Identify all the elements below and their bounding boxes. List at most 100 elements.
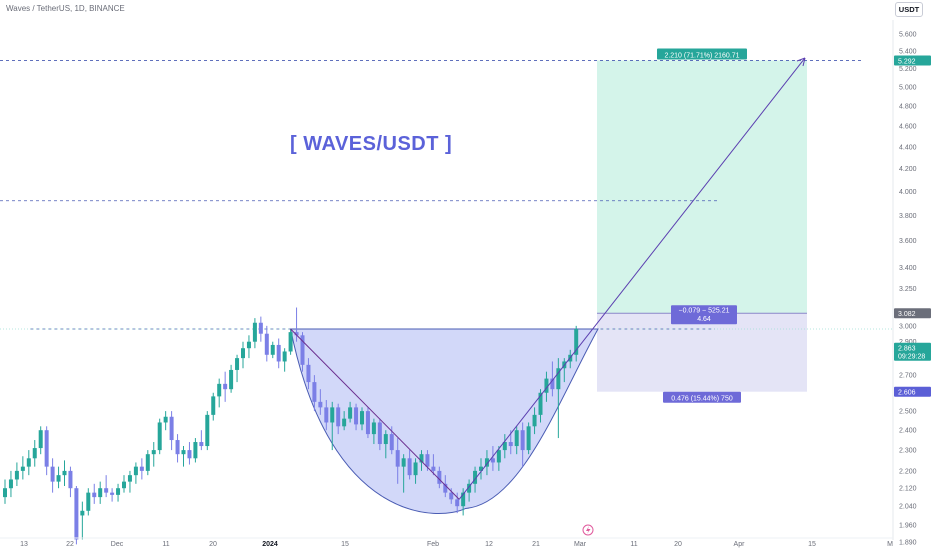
candle-body (484, 458, 489, 467)
price-tick-label: 2.200 (899, 468, 917, 475)
price-tick-label: 5.600 (899, 32, 917, 39)
candle-body (205, 414, 210, 447)
candle-body (217, 383, 222, 397)
currency-button[interactable]: USDT (895, 2, 923, 17)
chart-annotation-title: [ WAVES/USDT ] (290, 133, 453, 155)
price-tick-label: 1.960 (899, 522, 917, 529)
candle-body (157, 422, 162, 451)
candle-body (235, 358, 240, 370)
candle-body (252, 322, 257, 342)
candle-body (383, 434, 388, 445)
price-tick-label: 2.900 (899, 339, 917, 346)
time-tick-label: 11 (162, 541, 169, 548)
candle-body (336, 407, 341, 427)
candle-body (104, 488, 109, 493)
candle-body (479, 466, 483, 471)
candle-body (365, 411, 370, 435)
candle-body (318, 401, 323, 408)
time-tick-label: Apr (734, 541, 746, 548)
target-label: 2.210 (71.71%) 2160.71 (664, 52, 739, 59)
candle-body (264, 333, 269, 355)
candle-body (371, 422, 376, 435)
price-badge: 2.863 (898, 346, 916, 353)
candle-body (62, 470, 67, 476)
time-tick-label: 15 (341, 541, 349, 548)
price-badge: 2.606 (898, 390, 916, 397)
time-tick-label: Dec (111, 541, 124, 548)
time-tick-label: 22 (66, 541, 74, 548)
lightning-icon (586, 526, 591, 534)
time-tick-label: Mar (574, 541, 587, 548)
candle-body (3, 488, 7, 498)
candle-body (544, 378, 549, 393)
price-badge-bg (894, 308, 931, 319)
candle-body (455, 499, 460, 507)
time-tick-label: 12 (485, 541, 493, 548)
candle-body (300, 335, 305, 365)
profit-zone (597, 60, 807, 314)
candle-body (145, 454, 150, 471)
candle-body (258, 322, 263, 334)
cup-pattern (289, 328, 599, 515)
candle-body (223, 383, 228, 390)
candle-body (139, 466, 144, 471)
candle-body (550, 378, 555, 390)
candle-body (496, 450, 501, 463)
time-tick-label: 15 (808, 541, 816, 548)
candle-body (26, 458, 31, 467)
candle-body (270, 344, 275, 355)
candle-body (110, 492, 115, 495)
price-badge-bg (894, 342, 931, 353)
price-tick-label: 4.600 (899, 123, 917, 130)
candle-body (246, 341, 251, 349)
candle-body (389, 434, 394, 451)
price-badge-bg (894, 55, 931, 66)
entry-label-line1: −0.079 − 525.21 (679, 308, 730, 315)
candle-body (44, 430, 49, 467)
candle-body (122, 481, 126, 489)
price-tick-label: 1.890 (899, 539, 917, 546)
descending-trend-line (290, 328, 460, 500)
candle-body (377, 422, 382, 445)
candle-body (288, 332, 293, 352)
target-label-bg (657, 48, 747, 60)
projection-line (458, 57, 806, 500)
price-tick-label: 2.120 (899, 486, 917, 493)
candle-body (199, 442, 204, 447)
symbol-title[interactable]: Waves / TetherUS, 1D, BINANCE (6, 4, 125, 13)
candle-body (419, 454, 424, 463)
time-tick-label: Feb (427, 541, 439, 548)
candle-body (514, 430, 519, 447)
price-tick-label: 4.400 (899, 144, 917, 151)
entry-label-line2: 4.64 (697, 316, 711, 323)
candle-body (276, 344, 281, 362)
candle-body (8, 479, 13, 489)
candle-body (556, 368, 561, 390)
time-tick-label: 21 (532, 541, 540, 548)
price-tick-label: 4.800 (899, 104, 917, 111)
price-badge: 5.292 (898, 58, 916, 65)
candle-body (467, 483, 472, 493)
price-tick-label: 3.600 (899, 238, 917, 245)
candle-body (348, 407, 353, 419)
candle-body (187, 450, 192, 459)
price-tick-label: 5.000 (899, 84, 917, 91)
price-badge: 09:29:28 (898, 354, 925, 361)
candle-body (50, 466, 55, 482)
price-badge: 3.082 (898, 311, 916, 318)
candle-body (461, 492, 466, 507)
price-tick-label: 2.400 (899, 428, 917, 435)
candle-body (401, 458, 406, 467)
candle-body (181, 450, 186, 455)
price-badge-bg (894, 386, 931, 397)
candle-body (538, 392, 543, 415)
price-tick-label: 5.200 (899, 66, 917, 73)
candle-body (306, 364, 311, 383)
candle-body (425, 454, 430, 467)
price-tick-label: 3.400 (899, 265, 917, 272)
candle-body (74, 488, 79, 540)
candle-body (324, 407, 329, 423)
candle-body (133, 466, 138, 476)
